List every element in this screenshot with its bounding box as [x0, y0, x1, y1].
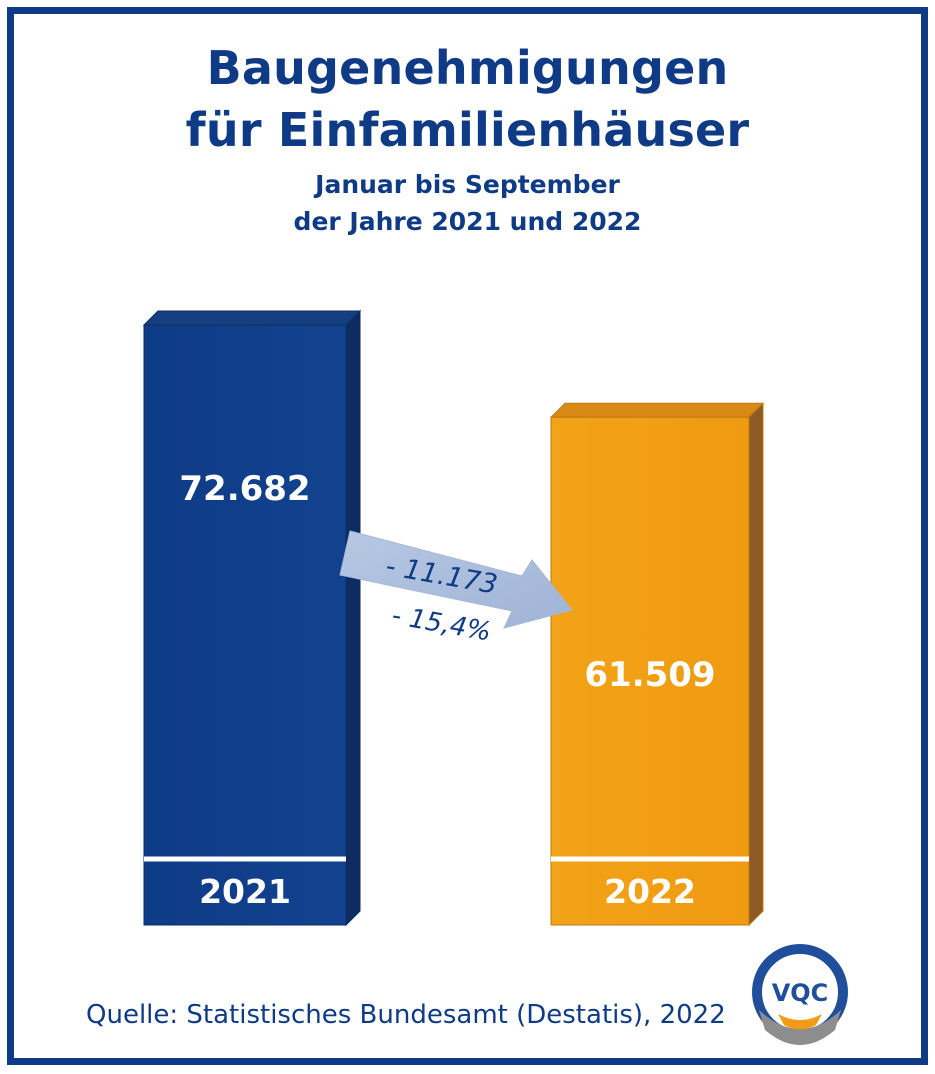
bar-2022-top [549, 402, 765, 418]
chart-subtitle-line-1: Januar bis September [315, 170, 620, 199]
bar-2022-category-label: 2022 [604, 872, 696, 911]
vqc-logo-gray-swoosh [759, 1010, 841, 1045]
chart-subtitle-line-2: der Jahre 2021 und 2022 [293, 207, 642, 236]
vqc-logo: VQC [752, 944, 848, 1045]
bar-2021-value-label: 72.682 [179, 469, 310, 509]
chart-title-line-1: Baugenehmigungen [206, 41, 729, 95]
chart-title-line-2: für Einfamilienhäuser [185, 103, 750, 157]
bar-2022-value-label: 61.509 [584, 655, 715, 695]
bar-2022-side [748, 402, 764, 927]
change-arrow-shape [339, 530, 573, 629]
vqc-logo-orange-swoosh [778, 1014, 822, 1030]
bar-2021-category-label: 2021 [199, 872, 291, 911]
source-note: Quelle: Statistisches Bundesamt (Destati… [86, 1000, 726, 1030]
bar-2022 [550, 416, 750, 926]
bar-2021-side [345, 309, 361, 927]
bar-2021-top [142, 310, 362, 326]
change-arrow: - 11.173 - 15,4% [339, 530, 573, 648]
vqc-logo-text: VQC [772, 979, 829, 1007]
change-percent-label: - 15,4% [389, 601, 493, 648]
bar-2021 [143, 324, 347, 926]
